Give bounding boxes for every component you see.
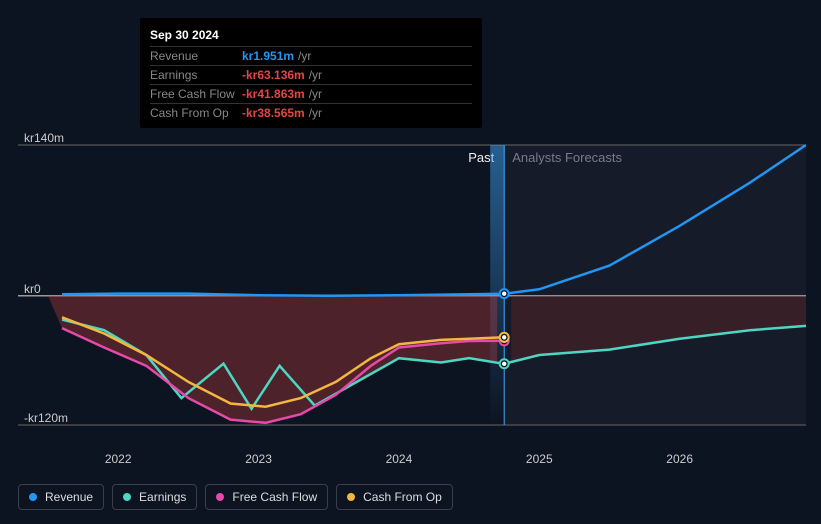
tooltip-row: Earnings-kr63.136m/yr	[150, 65, 472, 84]
tooltip-row-label: Free Cash Flow	[150, 87, 242, 101]
tooltip-row: Cash From Op-kr38.565m/yr	[150, 103, 472, 122]
legend-label: Earnings	[139, 490, 186, 504]
x-axis-tick-label: 2023	[245, 452, 272, 466]
legend-label: Revenue	[45, 490, 93, 504]
legend-label: Cash From Op	[363, 490, 442, 504]
chart-legend: Revenue Earnings Free Cash Flow Cash From O…	[18, 484, 453, 510]
legend-item-earnings[interactable]: Earnings	[112, 484, 197, 510]
tooltip-date: Sep 30 2024	[150, 24, 472, 46]
legend-dot-icon	[347, 493, 355, 501]
tooltip-row-value: -kr38.565m	[242, 106, 305, 120]
tooltip-row-label: Cash From Op	[150, 106, 242, 120]
legend-label: Free Cash Flow	[232, 490, 317, 504]
legend-item-revenue[interactable]: Revenue	[18, 484, 104, 510]
chart-tooltip: Sep 30 2024 Revenuekr1.951m/yrEarnings-k…	[140, 18, 482, 128]
tooltip-row-suffix: /yr	[298, 49, 311, 63]
tooltip-row-value: -kr63.136m	[242, 68, 305, 82]
legend-dot-icon	[123, 493, 131, 501]
legend-dot-icon	[216, 493, 224, 501]
tooltip-row-suffix: /yr	[309, 68, 322, 82]
x-axis-tick-label: 2026	[666, 452, 693, 466]
legend-item-cash_from_op[interactable]: Cash From Op	[336, 484, 453, 510]
tooltip-row-label: Earnings	[150, 68, 242, 82]
x-axis-tick-label: 2022	[105, 452, 132, 466]
legend-dot-icon	[29, 493, 37, 501]
tooltip-row-value: -kr41.863m	[242, 87, 305, 101]
tooltip-row-suffix: /yr	[309, 106, 322, 120]
tooltip-row: Revenuekr1.951m/yr	[150, 46, 472, 65]
earnings-revenue-chart[interactable]	[18, 125, 806, 443]
x-axis-tick-label: 2025	[526, 452, 553, 466]
legend-item-free_cash_flow[interactable]: Free Cash Flow	[205, 484, 328, 510]
tooltip-row-value: kr1.951m	[242, 49, 294, 63]
tooltip-row-label: Revenue	[150, 49, 242, 63]
x-axis-tick-label: 2024	[386, 452, 413, 466]
tooltip-row: Free Cash Flow-kr41.863m/yr	[150, 84, 472, 103]
tooltip-row-suffix: /yr	[309, 87, 322, 101]
